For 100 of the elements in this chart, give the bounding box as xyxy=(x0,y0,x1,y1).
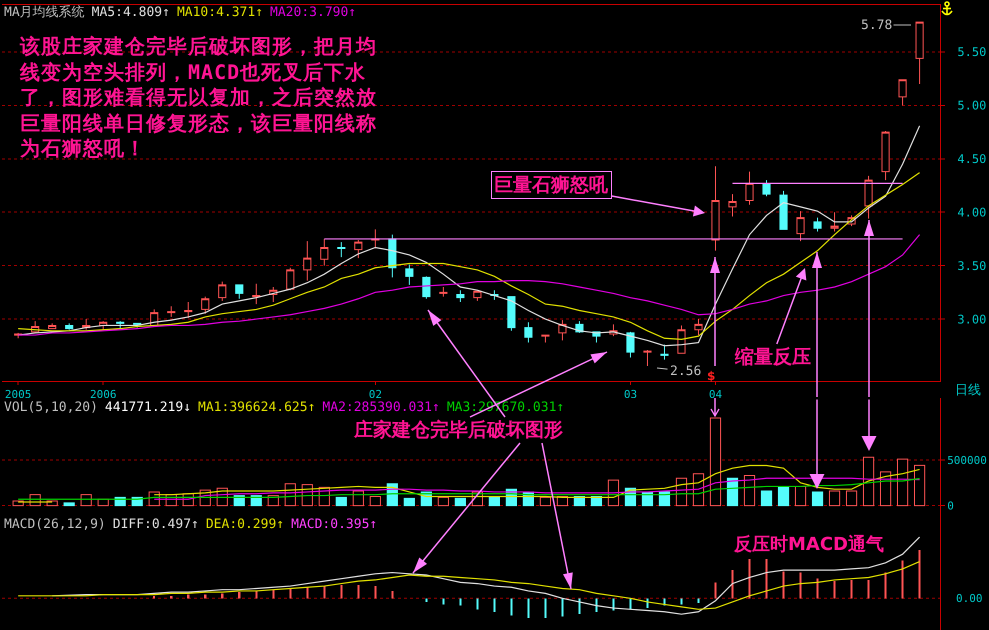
candlestick xyxy=(507,296,516,332)
text: 日线 xyxy=(955,383,981,398)
bar xyxy=(868,580,870,598)
y-tick-label: 5.00 xyxy=(957,98,986,113)
bar xyxy=(370,496,381,506)
bar xyxy=(250,495,262,506)
candlestick xyxy=(422,276,430,300)
annotation: 反压时MACD通气 xyxy=(733,534,884,555)
annotation: 441771.219↓ xyxy=(104,400,192,415)
candlestick xyxy=(796,210,805,242)
candlestick xyxy=(252,283,260,305)
chart-title: MACD(26,12,9) xyxy=(4,517,106,532)
bar xyxy=(828,490,840,506)
annotation: 巨量石狮怒吼 xyxy=(494,174,609,196)
candlestick xyxy=(882,130,890,181)
bar xyxy=(272,590,274,598)
x-tick-label: 03 xyxy=(624,388,638,402)
bar xyxy=(914,464,926,506)
text: DIFF:0.497↑ xyxy=(112,517,199,532)
x-tick-label: 2006 xyxy=(90,388,116,402)
bar xyxy=(862,456,874,506)
candlestick xyxy=(218,281,226,302)
text: MA5:4.809↑ xyxy=(92,5,170,20)
bar xyxy=(454,498,466,506)
y-tick-label: 5.50 xyxy=(957,45,986,60)
bar xyxy=(710,418,722,506)
bar xyxy=(425,598,428,602)
candlestick xyxy=(286,267,294,290)
candlestick xyxy=(303,240,312,282)
candlestick xyxy=(830,212,839,232)
x-tick-label: 02 xyxy=(368,388,382,402)
bar xyxy=(238,592,240,598)
text: DEA:0.299↑ xyxy=(206,517,284,532)
bar xyxy=(336,496,347,506)
candlestick xyxy=(643,350,652,367)
bar xyxy=(850,580,853,598)
candlestick xyxy=(65,322,74,330)
bar xyxy=(794,486,806,506)
bar xyxy=(323,586,326,598)
candlestick xyxy=(320,238,328,266)
bar xyxy=(221,593,224,598)
chart-title: VOL(5,10,20) xyxy=(4,400,98,415)
candlestick xyxy=(439,286,448,298)
candlestick xyxy=(626,331,635,358)
bar xyxy=(391,590,394,598)
text: MA20:3.790↑ xyxy=(270,5,356,20)
candlestick xyxy=(898,79,907,106)
line-series xyxy=(18,172,920,340)
annotation: 庄家建仓完毕后破坏图形 xyxy=(353,419,563,441)
candlestick xyxy=(167,306,176,318)
bar xyxy=(812,491,824,506)
bar xyxy=(476,598,478,610)
candlestick xyxy=(694,318,703,336)
bar xyxy=(255,590,258,598)
annotation: 5.78 xyxy=(861,18,892,33)
bar xyxy=(744,475,756,506)
candlestick xyxy=(405,264,414,286)
bar xyxy=(846,490,858,506)
chart-title: MA月均线系统 xyxy=(4,5,85,20)
bar xyxy=(187,594,190,598)
annotation: $ xyxy=(707,369,716,383)
candlestick xyxy=(864,175,873,220)
candlestick xyxy=(235,284,244,300)
bar xyxy=(459,598,462,606)
y-tick-label: 3.50 xyxy=(957,258,986,273)
candlestick xyxy=(916,22,924,85)
bar xyxy=(352,490,364,506)
bar xyxy=(493,598,496,612)
bar xyxy=(884,572,887,598)
x-tick-label: 2005 xyxy=(4,388,32,402)
y-tick-label: 3.00 xyxy=(957,312,986,326)
bar xyxy=(510,598,512,616)
bar xyxy=(731,570,734,598)
y-tick-label: 500000 xyxy=(947,454,987,467)
bar xyxy=(374,586,376,598)
candlestick xyxy=(354,240,362,259)
bar xyxy=(357,584,360,598)
bar xyxy=(340,584,342,598)
candlestick xyxy=(660,344,669,360)
bar xyxy=(680,598,682,604)
bar xyxy=(816,578,819,598)
candlestick xyxy=(201,296,210,314)
bar xyxy=(800,572,802,598)
bar xyxy=(306,587,308,598)
text: MA2:285390.031↑ xyxy=(322,400,440,415)
bar xyxy=(902,560,904,598)
bar xyxy=(540,496,552,506)
y-tick-label: 4.50 xyxy=(957,152,986,166)
bar xyxy=(46,500,58,506)
text: MACD:0.395↑ xyxy=(291,517,378,532)
candlestick xyxy=(184,301,192,318)
bar xyxy=(766,559,768,598)
bar xyxy=(438,496,449,506)
candlestick xyxy=(779,190,788,230)
candlestick xyxy=(524,322,532,344)
bar xyxy=(896,458,908,506)
bar xyxy=(64,502,75,506)
candlestick xyxy=(116,320,124,330)
annotation: 2.56 xyxy=(670,364,702,379)
candlestick xyxy=(813,217,822,232)
